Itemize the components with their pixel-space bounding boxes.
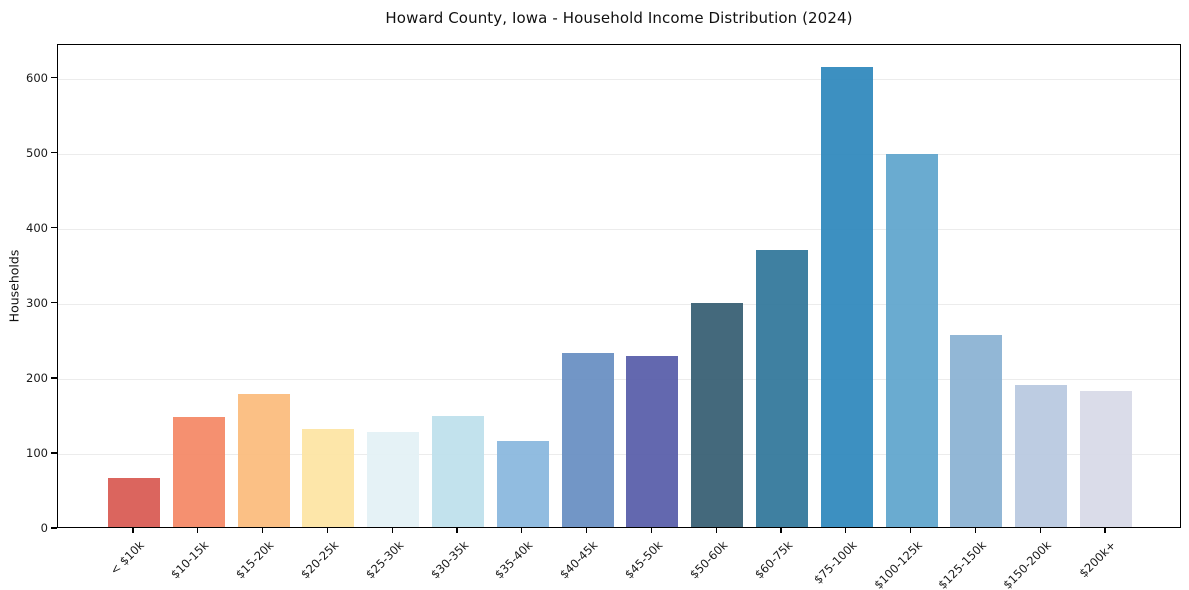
bar-200k bbox=[1080, 391, 1132, 527]
bar-40-45k bbox=[561, 352, 614, 527]
bar-125-150k bbox=[950, 334, 1003, 527]
x-tick-mark bbox=[132, 528, 134, 533]
x-tick-label-150-200k: $150-200k bbox=[1000, 538, 1055, 590]
x-tick-label-100-125k: $100-125k bbox=[870, 538, 925, 590]
bar-20-25k bbox=[302, 428, 355, 527]
gridline-200 bbox=[58, 378, 1180, 380]
x-tick-label-30-35k: $30-35k bbox=[427, 538, 471, 582]
y-tick-label-400: 400 bbox=[26, 220, 48, 235]
x-tick-mark bbox=[974, 528, 977, 533]
x-tick-mark bbox=[715, 528, 717, 533]
y-tick-label-500: 500 bbox=[26, 145, 48, 160]
x-tick-mark bbox=[197, 528, 199, 533]
x-tick-mark bbox=[1039, 528, 1041, 533]
x-tick-mark bbox=[326, 528, 329, 533]
bar-60-75k bbox=[756, 250, 808, 527]
chart-title: Howard County, Iowa - Household Income D… bbox=[385, 9, 853, 27]
x-tick-label-10k: < $10k bbox=[107, 538, 147, 578]
x-tick-mark bbox=[780, 528, 782, 533]
y-tick-mark bbox=[51, 377, 57, 379]
x-tick-label-200k: $200k+ bbox=[1076, 538, 1119, 581]
x-tick-label-45-50k: $45-50k bbox=[621, 538, 666, 582]
bar-45-50k bbox=[626, 355, 679, 527]
y-tick-label-600: 600 bbox=[26, 70, 48, 85]
bar-75-100k bbox=[820, 67, 873, 527]
plot-area bbox=[57, 44, 1181, 528]
bar-15-20k bbox=[237, 394, 290, 527]
bar-10-15k bbox=[172, 416, 225, 527]
bar-35-40k bbox=[496, 441, 549, 527]
x-tick-mark bbox=[1104, 528, 1106, 533]
x-tick-label-10-15k: $10-15k bbox=[168, 538, 212, 582]
x-tick-label-15-20k: $15-20k bbox=[233, 538, 277, 582]
y-tick-mark bbox=[51, 452, 57, 454]
x-tick-label-75-100k: $75-100k bbox=[811, 538, 860, 587]
x-tick-label-35-40k: $35-40k bbox=[492, 538, 536, 582]
x-tick-label-20-25k: $20-25k bbox=[297, 538, 342, 582]
gridline-100 bbox=[58, 453, 1180, 455]
x-tick-mark bbox=[456, 528, 458, 533]
x-tick-label-25-30k: $25-30k bbox=[362, 538, 407, 582]
gridline-400 bbox=[58, 228, 1180, 230]
x-tick-mark bbox=[585, 528, 588, 533]
y-tick-mark bbox=[51, 527, 57, 529]
bar-25-30k bbox=[367, 431, 420, 527]
y-tick-label-100: 100 bbox=[26, 445, 48, 460]
x-tick-label-125-150k: $125-150k bbox=[935, 538, 990, 590]
y-tick-mark bbox=[51, 77, 57, 79]
y-tick-mark bbox=[51, 152, 57, 154]
x-tick-mark bbox=[391, 528, 393, 533]
bar-50-60k bbox=[691, 302, 744, 527]
x-tick-mark bbox=[650, 528, 653, 533]
x-tick-label-50-60k: $50-60k bbox=[686, 538, 731, 582]
x-tick-mark bbox=[909, 528, 912, 533]
x-tick-mark bbox=[261, 528, 264, 533]
x-tick-label-40-45k: $40-45k bbox=[557, 538, 601, 582]
gridline-600 bbox=[58, 78, 1180, 80]
y-tick-mark bbox=[51, 227, 57, 229]
bar-30-35k bbox=[432, 415, 484, 527]
bar-150-200k bbox=[1015, 385, 1068, 527]
y-tick-label-0: 0 bbox=[40, 521, 48, 535]
gridline-300 bbox=[58, 303, 1180, 305]
y-tick-mark bbox=[51, 302, 57, 304]
bar-10k bbox=[108, 478, 160, 527]
y-tick-label-200: 200 bbox=[26, 370, 48, 385]
gridline-500 bbox=[58, 153, 1180, 155]
y-axis-label: Households bbox=[6, 249, 22, 323]
x-tick-mark bbox=[845, 528, 847, 533]
y-tick-label-300: 300 bbox=[26, 295, 48, 310]
x-tick-label-60-75k: $60-75k bbox=[751, 538, 795, 582]
bar-100-125k bbox=[885, 154, 938, 527]
x-tick-mark bbox=[521, 528, 523, 533]
